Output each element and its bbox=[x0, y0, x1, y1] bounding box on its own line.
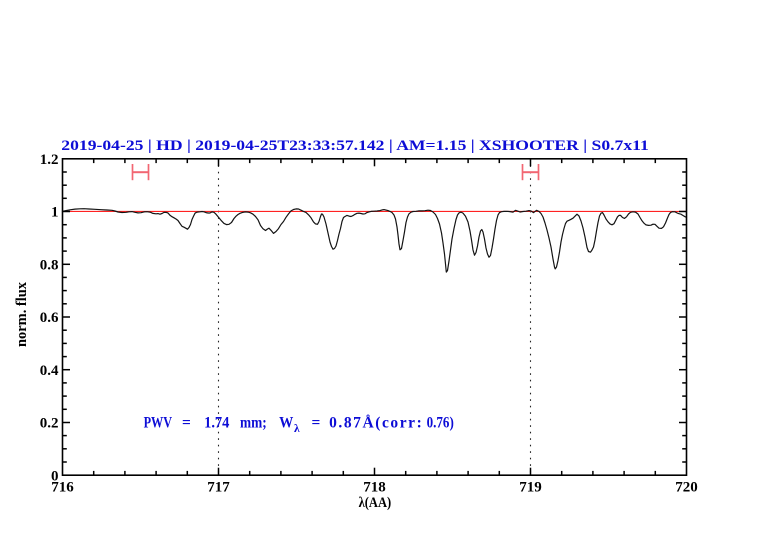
svg-text:=: = bbox=[312, 414, 321, 431]
svg-text:1: 1 bbox=[51, 205, 59, 221]
svg-text:716: 716 bbox=[51, 480, 74, 496]
svg-text:λ: λ bbox=[294, 423, 300, 435]
svg-text:mm;: mm; bbox=[240, 414, 267, 431]
svg-text:717: 717 bbox=[207, 480, 230, 496]
svg-text:0.6: 0.6 bbox=[40, 310, 59, 326]
svg-text:W: W bbox=[279, 414, 294, 431]
svg-text:λ(AA): λ(AA) bbox=[359, 495, 392, 511]
svg-text:719: 719 bbox=[519, 480, 542, 496]
svg-text:0: 0 bbox=[51, 468, 59, 484]
svg-text:0.2: 0.2 bbox=[40, 416, 59, 432]
svg-text:2019-04-25 | HD | 2019-04-25T2: 2019-04-25 | HD | 2019-04-25T23:33:57.14… bbox=[61, 138, 649, 154]
svg-text:1.74: 1.74 bbox=[204, 414, 230, 431]
svg-text:0.4: 0.4 bbox=[40, 363, 59, 379]
svg-text:718: 718 bbox=[363, 480, 386, 496]
svg-text:norm. flux: norm. flux bbox=[14, 281, 30, 347]
svg-text:1.2: 1.2 bbox=[40, 152, 59, 168]
svg-text:720: 720 bbox=[675, 480, 698, 496]
svg-text:0.87Å(corr:: 0.87Å(corr: bbox=[329, 414, 422, 431]
svg-text:PWV: PWV bbox=[144, 414, 173, 431]
svg-text:0.76): 0.76) bbox=[427, 414, 454, 431]
svg-text:=: = bbox=[182, 414, 191, 431]
svg-text:0.8: 0.8 bbox=[40, 258, 59, 274]
